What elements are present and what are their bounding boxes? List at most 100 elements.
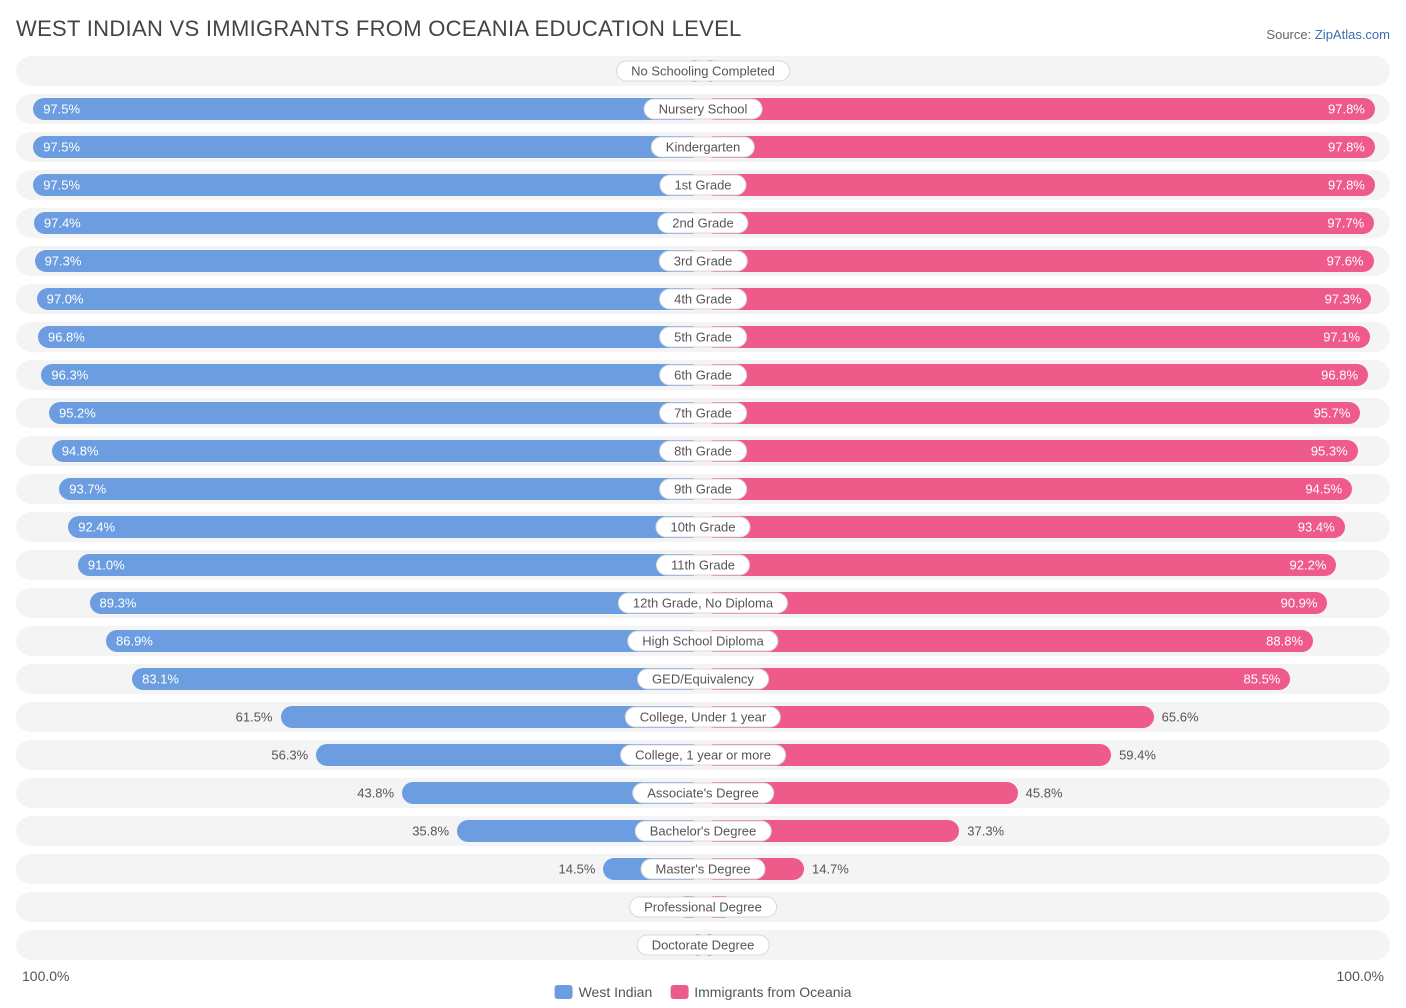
pct-right: 65.6% [1162,710,1199,725]
bar-left: 97.3% [35,250,703,272]
chart-row: 91.0%92.2%11th Grade [16,550,1390,580]
legend: West Indian Immigrants from Oceania [555,984,852,1000]
bar-right: 85.5% [703,668,1290,690]
chart-row: 97.4% 97.7%2nd Grade [16,208,1390,238]
header: WEST INDIAN VS IMMIGRANTS FROM OCEANIA E… [16,16,1390,42]
pct-right: 59.4% [1119,748,1156,763]
pct-left: 94.8% [62,444,99,459]
pct-right: 97.8% [1328,178,1365,193]
category-label: Kindergarten [651,137,755,158]
pct-left: 86.9% [116,634,153,649]
pct-left: 97.5% [43,140,80,155]
bar-right: 97.8% [703,174,1375,196]
pct-left: 97.5% [43,178,80,193]
chart-row: 94.8%95.3%8th Grade [16,436,1390,466]
chart-row: 14.5%14.7%Master's Degree [16,854,1390,884]
pct-left: 96.8% [48,330,85,345]
bar-right: 97.1% [703,326,1370,348]
category-label: 7th Grade [659,403,747,424]
pct-right: 88.8% [1266,634,1303,649]
category-label: 6th Grade [659,365,747,386]
pct-left: 95.2% [59,406,96,421]
source: Source: ZipAtlas.com [1266,27,1390,42]
category-label: College, 1 year or more [620,745,786,766]
pct-right: 94.5% [1305,482,1342,497]
pct-right: 97.3% [1325,292,1362,307]
category-label: Professional Degree [629,897,777,918]
category-label: College, Under 1 year [625,707,781,728]
chart-row: 35.8%37.3%Bachelor's Degree [16,816,1390,846]
bar-left: 94.8% [52,440,703,462]
pct-left: 61.5% [236,710,273,725]
category-label: High School Diploma [627,631,778,652]
category-label: 1st Grade [659,175,746,196]
bar-left: 91.0% [78,554,703,576]
pct-left: 93.7% [69,482,106,497]
pct-right: 97.8% [1328,102,1365,117]
category-label: 4th Grade [659,289,747,310]
pct-left: 83.1% [142,672,179,687]
bar-left: 97.5% [33,98,703,120]
legend-label-right: Immigrants from Oceania [694,984,851,1000]
pct-right: 97.6% [1327,254,1364,269]
pct-right: 97.1% [1323,330,1360,345]
pct-right: 93.4% [1298,520,1335,535]
chart-row: 4.1%4.6%Professional Degree [16,892,1390,922]
legend-item-right: Immigrants from Oceania [670,984,851,1000]
bar-left: 96.3% [41,364,703,386]
pct-left: 91.0% [88,558,125,573]
category-label: Master's Degree [641,859,766,880]
pct-left: 92.4% [78,520,115,535]
bar-left: 97.5% [33,174,703,196]
chart-row: 2.5%2.2%No Schooling Completed [16,56,1390,86]
pct-right: 90.9% [1281,596,1318,611]
chart-row: 92.4% 93.4% 10th Grade [16,512,1390,542]
bar-left: 97.0% [37,288,703,310]
bar-left: 93.7% [59,478,703,500]
bar-right: 93.4% [703,516,1345,538]
legend-swatch-right [670,985,688,999]
pct-left: 14.5% [559,862,596,877]
bar-right: 88.8% [703,630,1313,652]
pct-left: 97.3% [45,254,82,269]
pct-left: 97.4% [44,216,81,231]
pct-right: 96.8% [1321,368,1358,383]
source-link[interactable]: ZipAtlas.com [1315,27,1390,42]
chart-row: 1.6%1.9%Doctorate Degree [16,930,1390,960]
chart-row: 96.3% 96.8% 6th Grade [16,360,1390,390]
bar-left: 97.5% [33,136,703,158]
source-label: Source: [1266,27,1311,42]
bar-right: 94.5% [703,478,1352,500]
page-title: WEST INDIAN VS IMMIGRANTS FROM OCEANIA E… [16,16,742,42]
bar-right: 97.7% [703,212,1374,234]
pct-right: 37.3% [967,824,1004,839]
bar-right: 97.3% [703,288,1371,310]
pct-left: 96.3% [51,368,88,383]
category-label: 10th Grade [655,517,750,538]
chart-row: 83.1%85.5%GED/Equivalency [16,664,1390,694]
pct-right: 92.2% [1290,558,1327,573]
pct-right: 95.7% [1314,406,1351,421]
axis-max-right: 100.0% [703,968,1390,984]
bar-left: 96.8% [38,326,703,348]
legend-item-left: West Indian [555,984,653,1000]
bar-right: 96.8% [703,364,1368,386]
bar-left: 83.1% [132,668,703,690]
pct-right: 45.8% [1026,786,1063,801]
chart-row: 43.8%45.8%Associate's Degree [16,778,1390,808]
chart-row: 61.5% 65.6% College, Under 1 year [16,702,1390,732]
legend-label-left: West Indian [579,984,653,1000]
legend-swatch-left [555,985,573,999]
bar-left: 95.2% [49,402,703,424]
category-label: 12th Grade, No Diploma [618,593,788,614]
category-label: Nursery School [644,99,763,120]
chart-row: 86.9% 88.8% High School Diploma [16,626,1390,656]
bar-left: 86.9% [106,630,703,652]
diverging-bar-chart: 2.5%2.2%No Schooling Completed 97.5% 97.8%… [16,56,1390,960]
bar-left: 92.4% [68,516,703,538]
category-label: Bachelor's Degree [635,821,772,842]
category-label: 2nd Grade [657,213,748,234]
bar-right: 97.6% [703,250,1374,272]
bar-right: 97.8% [703,136,1375,158]
pct-right: 97.8% [1328,140,1365,155]
